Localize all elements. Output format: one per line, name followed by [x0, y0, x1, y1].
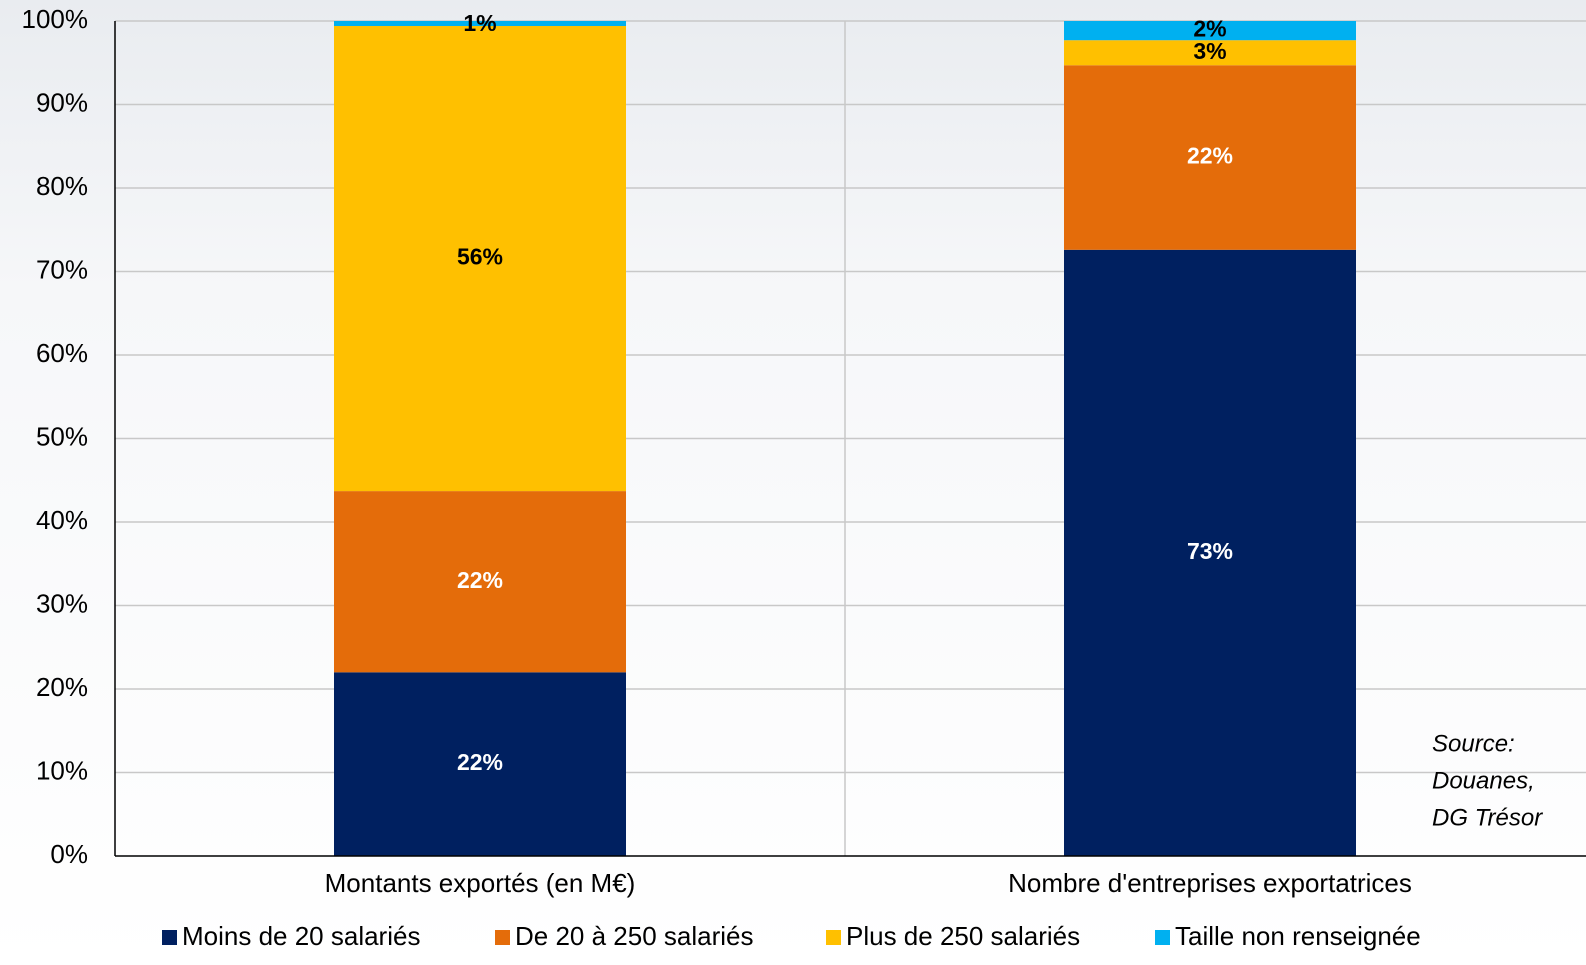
legend-swatch	[162, 930, 177, 945]
y-tick-label: 30%	[36, 588, 88, 618]
data-label: 1%	[463, 10, 496, 36]
legend-label: De 20 à 250 salariés	[515, 921, 753, 951]
y-tick-label: 10%	[36, 755, 88, 785]
x-tick-label: Montants exportés (en M€)	[325, 868, 636, 898]
bar-segment	[1064, 65, 1356, 250]
x-tick-label: Nombre d'entreprises exportatrices	[1008, 868, 1412, 898]
data-label: 3%	[1193, 38, 1226, 64]
bar-segment	[334, 21, 626, 27]
data-label: 73%	[1187, 538, 1233, 564]
y-tick-label: 80%	[36, 171, 88, 201]
legend-swatch	[826, 930, 841, 945]
data-label: 22%	[1187, 143, 1233, 169]
data-label: 22%	[457, 567, 503, 593]
legend-label: Taille non renseignée	[1175, 921, 1421, 951]
bar-segment	[1064, 21, 1356, 41]
bar-segment	[1064, 249, 1356, 857]
y-tick-label: 60%	[36, 338, 88, 368]
legend-label: Plus de 250 salariés	[846, 921, 1080, 951]
legend-label: Moins de 20 salariés	[182, 921, 420, 951]
data-label: 2%	[1193, 16, 1226, 42]
bar-segment	[334, 672, 626, 856]
annotation: DG Trésor	[1432, 804, 1543, 831]
y-tick-label: 100%	[22, 4, 89, 34]
bar-segment	[334, 491, 626, 673]
bar-segment	[1064, 40, 1356, 66]
legend-swatch	[1155, 930, 1170, 945]
y-tick-label: 50%	[36, 421, 88, 451]
annotation: Source:	[1432, 730, 1515, 757]
legend-swatch	[495, 930, 510, 945]
data-label: 22%	[457, 749, 503, 775]
y-tick-label: 20%	[36, 672, 88, 702]
y-tick-label: 0%	[50, 839, 88, 869]
y-tick-label: 70%	[36, 254, 88, 284]
annotation: Douanes,	[1432, 767, 1535, 794]
bar-segment	[334, 26, 626, 492]
y-tick-label: 90%	[36, 87, 88, 117]
y-tick-label: 40%	[36, 505, 88, 535]
data-label: 56%	[457, 244, 503, 270]
